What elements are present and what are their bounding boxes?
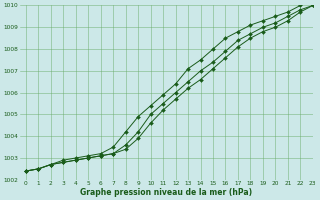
X-axis label: Graphe pression niveau de la mer (hPa): Graphe pression niveau de la mer (hPa): [80, 188, 252, 197]
